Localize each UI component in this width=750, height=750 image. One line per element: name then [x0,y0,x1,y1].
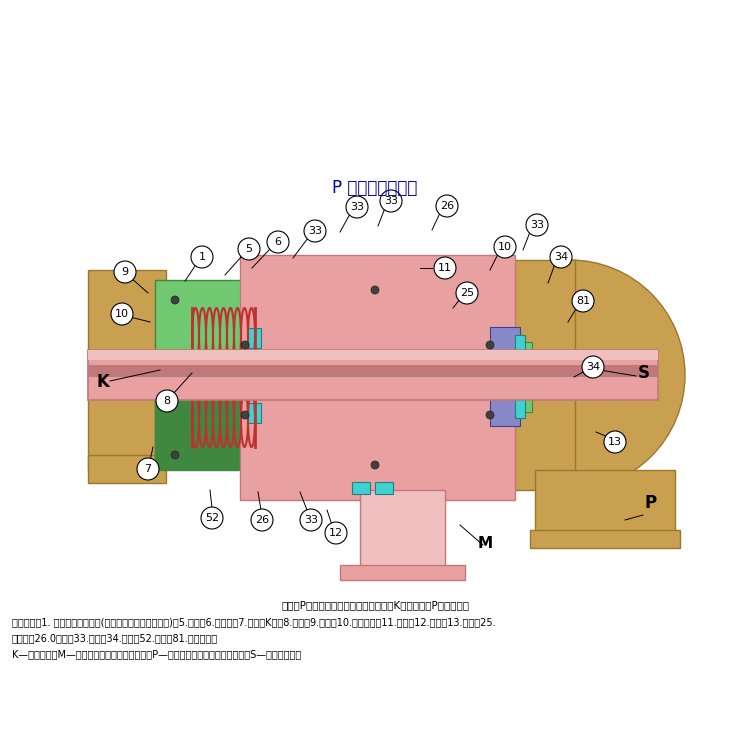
Text: S: S [638,364,650,382]
Circle shape [371,286,379,294]
Text: 13: 13 [608,437,622,447]
Circle shape [156,390,178,412]
Circle shape [238,238,260,260]
Text: 10: 10 [115,309,129,319]
Circle shape [241,411,249,419]
Circle shape [137,458,159,480]
FancyBboxPatch shape [490,388,520,426]
Text: 33: 33 [530,220,544,230]
Circle shape [300,509,322,531]
Text: 5: 5 [245,244,253,254]
FancyBboxPatch shape [360,490,445,570]
Text: 7: 7 [145,464,152,474]
Text: 52: 52 [205,513,219,523]
Text: 10: 10 [498,242,512,252]
FancyBboxPatch shape [88,455,166,483]
Circle shape [111,303,133,325]
Circle shape [572,290,594,312]
Circle shape [325,522,347,544]
Text: 33: 33 [304,515,318,525]
Circle shape [191,246,213,268]
Circle shape [550,246,572,268]
Circle shape [380,190,402,212]
Circle shape [486,341,494,349]
Text: 零件名称：1. 碳石墨球面密封环(简称球面环，或者密封环)，5.弹簧，6.弹簧套，7.外管（K），8.内管，9.底盖，10.密封垫圈，11.壳体，12.中盖，1: 零件名称：1. 碳石墨球面密封环(简称球面环，或者密封环)，5.弹簧，6.弹簧套… [12,617,496,627]
FancyBboxPatch shape [240,255,515,500]
Circle shape [434,257,456,279]
Circle shape [494,236,516,258]
FancyBboxPatch shape [88,350,658,400]
Circle shape [456,282,478,304]
FancyBboxPatch shape [155,390,250,470]
Text: 图示为P型、双通路、内管固定式、外管K法兰连接、P型旋转接头: 图示为P型、双通路、内管固定式、外管K法兰连接、P型旋转接头 [281,600,469,610]
Text: 26: 26 [440,201,454,211]
Text: 1: 1 [199,252,206,262]
Text: 9: 9 [122,267,128,277]
Text: 33: 33 [384,196,398,206]
Circle shape [114,261,136,283]
Circle shape [436,195,458,217]
FancyBboxPatch shape [88,365,658,377]
FancyBboxPatch shape [247,403,261,423]
FancyBboxPatch shape [535,470,675,535]
FancyBboxPatch shape [510,260,575,490]
Text: 34: 34 [586,362,600,372]
FancyBboxPatch shape [375,482,393,494]
Text: P 型旋转接头简介: P 型旋转接头简介 [332,179,418,197]
Text: 26: 26 [255,515,269,525]
FancyBboxPatch shape [515,398,525,418]
Circle shape [241,341,249,349]
Circle shape [267,231,289,253]
Text: 定位销，26.0型圈，33.螺栓，34.螺母，52.衬套，81.锁紧垫圈。: 定位销，26.0型圈，33.螺栓，34.螺母，52.衬套，81.锁紧垫圈。 [12,633,218,643]
Circle shape [201,507,223,529]
Circle shape [486,411,494,419]
Circle shape [171,451,179,459]
FancyBboxPatch shape [520,342,532,412]
FancyBboxPatch shape [497,390,509,398]
FancyBboxPatch shape [340,565,465,580]
FancyBboxPatch shape [88,270,166,470]
Wedge shape [570,260,685,490]
FancyBboxPatch shape [155,280,250,465]
Circle shape [371,461,379,469]
Text: 25: 25 [460,288,474,298]
FancyBboxPatch shape [530,530,680,548]
Text: 33: 33 [350,202,364,212]
Text: P: P [645,494,657,512]
Text: 33: 33 [308,226,322,236]
Text: 34: 34 [554,252,568,262]
Text: 8: 8 [164,396,170,406]
Text: 12: 12 [329,528,343,538]
Text: 11: 11 [438,263,452,273]
Circle shape [171,296,179,304]
Circle shape [526,214,548,236]
Circle shape [346,196,368,218]
FancyBboxPatch shape [352,482,370,494]
Text: M: M [478,536,494,551]
Text: 81: 81 [576,296,590,306]
Circle shape [582,356,604,378]
FancyBboxPatch shape [88,350,658,360]
FancyBboxPatch shape [515,335,525,355]
Text: K—外管代号，M—蒸汽管路接口（入口）代号，P—冷凝水管路接口（出口）代号，S—虹吸管代号。: K—外管代号，M—蒸汽管路接口（入口）代号，P—冷凝水管路接口（出口）代号，S—… [12,649,302,659]
FancyBboxPatch shape [497,356,509,364]
Circle shape [304,220,326,242]
Circle shape [251,509,273,531]
Text: 6: 6 [274,237,281,247]
Circle shape [604,431,626,453]
FancyBboxPatch shape [490,327,520,365]
FancyBboxPatch shape [247,328,261,348]
Text: K: K [97,373,109,391]
